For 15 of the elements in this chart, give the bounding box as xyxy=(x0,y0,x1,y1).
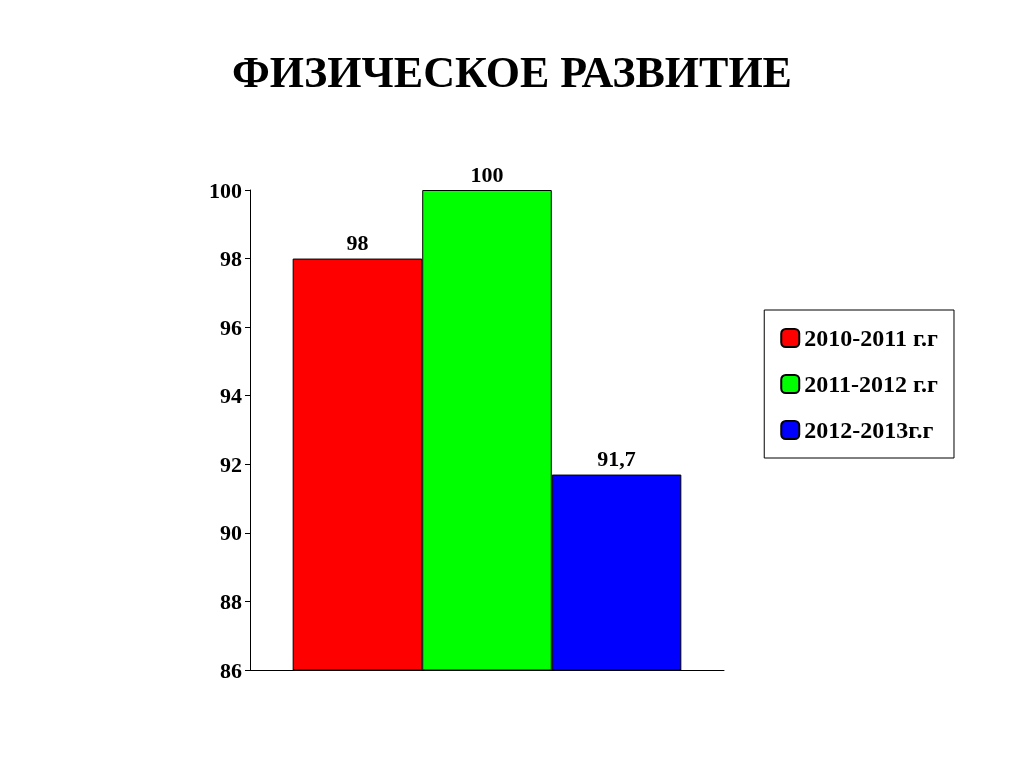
y-tick-label: 86 xyxy=(220,657,242,683)
legend-label: 2010-2011 г.г xyxy=(804,325,939,351)
data-label: 98 xyxy=(346,230,369,256)
legend-label: 2012-2013г.г xyxy=(804,417,934,443)
y-tick-label: 96 xyxy=(220,314,242,340)
legend-label: 2011-2012 г.г xyxy=(804,371,939,397)
y-tick-label: 88 xyxy=(220,588,242,614)
y-tick-label: 94 xyxy=(220,383,242,409)
y-tick-label: 100 xyxy=(209,177,242,203)
y-tick-label: 98 xyxy=(220,246,242,272)
data-label: 91,7 xyxy=(597,446,636,472)
data-label: 100 xyxy=(470,161,504,187)
chart-title: ФИЗИЧЕСКОЕ РАЗВИТИЕ xyxy=(232,47,792,97)
y-tick-label: 92 xyxy=(220,451,242,477)
y-tick-label: 90 xyxy=(220,520,242,546)
